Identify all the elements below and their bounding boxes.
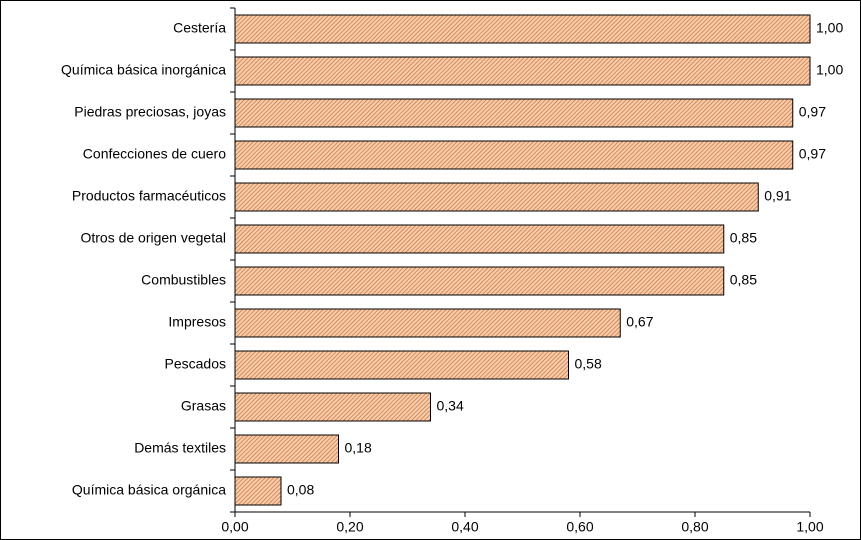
y-tick-label: Grasas — [181, 398, 226, 414]
x-tick-label: 0,40 — [451, 519, 478, 535]
bar — [234, 140, 794, 170]
y-tick-label: Demás textiles — [134, 440, 226, 456]
x-tick-label: 0,00 — [221, 519, 248, 535]
bar — [234, 98, 794, 128]
bar — [234, 308, 621, 338]
y-tick-label: Confecciones de cuero — [83, 146, 226, 162]
value-label: 1,00 — [816, 20, 843, 36]
y-tick-label: Cestería — [173, 20, 226, 36]
value-label: 0,34 — [437, 398, 464, 414]
x-tick-label: 0,20 — [336, 519, 363, 535]
x-tick-label: 1,00 — [796, 519, 823, 535]
bar — [234, 350, 569, 380]
bar — [234, 14, 811, 44]
bar — [234, 266, 725, 296]
value-label: 0,18 — [345, 440, 372, 456]
bar — [234, 224, 725, 254]
value-label: 0,08 — [287, 482, 314, 498]
y-tick-label: Combustibles — [141, 272, 226, 288]
bar — [234, 56, 811, 86]
bar — [234, 392, 431, 422]
value-label: 0,97 — [799, 104, 826, 120]
bar — [234, 182, 759, 212]
value-label: 0,67 — [626, 314, 653, 330]
y-tick-label: Química básica orgánica — [72, 482, 226, 498]
value-label: 0,97 — [799, 146, 826, 162]
y-tick-label: Productos farmacéuticos — [72, 188, 226, 204]
value-label: 1,00 — [816, 62, 843, 78]
value-label: 0,58 — [575, 356, 602, 372]
x-tick-label: 0,80 — [681, 519, 708, 535]
value-label: 0,91 — [764, 188, 791, 204]
y-tick-label: Piedras preciosas, joyas — [74, 104, 226, 120]
bar — [234, 476, 282, 506]
y-tick-label: Impresos — [168, 314, 226, 330]
y-tick-label: Otros de origen vegetal — [80, 230, 226, 246]
bar — [234, 434, 339, 464]
value-label: 0,85 — [730, 272, 757, 288]
x-tick-label: 0,60 — [566, 519, 593, 535]
value-label: 0,85 — [730, 230, 757, 246]
y-tick-label: Química básica inorgánica — [61, 62, 226, 78]
y-tick-label: Pescados — [165, 356, 226, 372]
